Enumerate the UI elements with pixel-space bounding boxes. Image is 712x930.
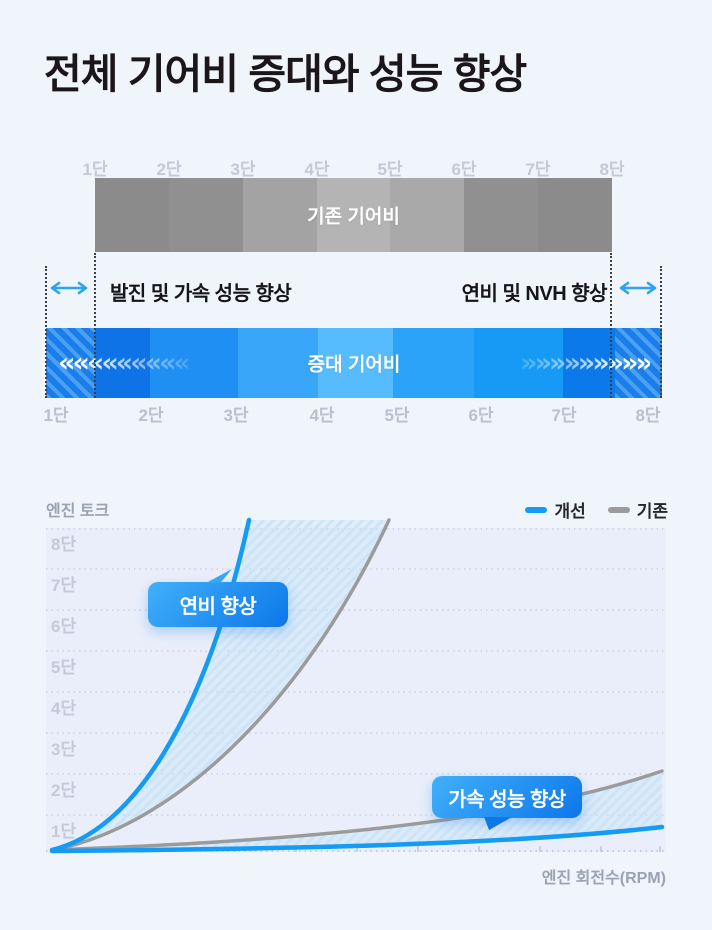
blue-bar-hatch-right [615, 328, 662, 398]
existing-gear-ratio-bar: 기존 기어비 [95, 178, 613, 252]
improved-high-gear-curve [49, 824, 665, 854]
x-axis-title: 엔진 회전수(RPM) [541, 870, 666, 887]
guide-line-outer-right [660, 266, 662, 398]
existing-high-gear-curve [50, 769, 664, 852]
guide-line-inner-left [94, 253, 96, 398]
page-title: 전체 기어비 증대와 성능 향상 [44, 51, 527, 97]
fuel-economy-badge: 연비 향상 [148, 569, 288, 627]
gray-bar-segment [390, 178, 465, 252]
gear-label-increased-7: 7단 [551, 406, 577, 425]
gear-label-increased-8: 8단 [635, 406, 661, 425]
high-gear-improvement-hatch [52, 771, 662, 851]
ytick-1: 1단 [51, 822, 76, 841]
gear-label-existing-2: 2단 [156, 160, 182, 179]
existing-gear-ratio-label: 기존 기어비 [307, 206, 400, 228]
legend-item-improved: 개선 [525, 497, 586, 522]
blue-bar-hatch-left [46, 328, 95, 398]
gear-label-increased-4: 4단 [309, 406, 335, 425]
extension-arrow-left [48, 281, 90, 295]
ytick-2: 2단 [51, 781, 76, 800]
increased-gear-ratio-bar: ««««««««« »»»»»»»»» 증대 기어비 [46, 328, 662, 398]
y-axis-title: 엔진 토크 [46, 503, 110, 520]
ytick-5: 5단 [51, 658, 76, 677]
blue-bar-segment [563, 328, 615, 398]
guide-line-outer-left [45, 266, 47, 398]
gear-label-existing-7: 7단 [525, 160, 551, 179]
chevrons-left-icon: ««««««««« [58, 347, 191, 379]
blue-bar-segment [95, 328, 150, 398]
ytick-8: 8단 [51, 535, 76, 554]
gear-label-increased-6: 6단 [468, 406, 494, 425]
gear-label-existing-1: 1단 [82, 160, 108, 179]
gear-label-increased-3: 3단 [223, 406, 249, 425]
legend-dash-improved-icon [525, 506, 548, 513]
legend-item-existing: 기존 [607, 497, 668, 522]
gear-label-increased-5: 5단 [384, 406, 410, 425]
extension-arrow-right [617, 281, 659, 295]
blue-bar-segment [474, 328, 563, 398]
gear-label-increased-1: 1단 [43, 406, 69, 425]
gear-label-existing-8: 8단 [599, 160, 625, 179]
blue-bar-segment [318, 328, 393, 398]
gear-label-increased-2: 2단 [138, 406, 164, 425]
ytick-4: 4단 [51, 699, 76, 718]
low-gear-improvement-hatch [52, 520, 389, 850]
annotation-fuel-nvh: 연비 및 NVH 향상 [461, 283, 608, 305]
annotation-launch-acceleration: 발진 및 가속 성능 향상 [110, 283, 292, 305]
gear-label-existing-3: 3단 [230, 160, 256, 179]
gray-bar-segment [316, 178, 391, 252]
gear-label-existing-4: 4단 [304, 160, 330, 179]
gray-bar-segment [95, 178, 169, 252]
existing-low-gear-curve [50, 518, 391, 852]
acceleration-badge: 가속 성능 향상 [432, 776, 582, 830]
gray-bar-segment [168, 178, 243, 252]
gear-label-existing-5: 5단 [377, 160, 403, 179]
gray-bar-segment [242, 178, 317, 252]
chevrons-right-icon: »»»»»»»»» [520, 347, 653, 379]
blue-bar-segment [238, 328, 318, 398]
ytick-3: 3단 [51, 740, 76, 759]
gray-bar-segment [464, 178, 539, 252]
guide-line-inner-right [610, 253, 612, 398]
ytick-7: 7단 [51, 576, 76, 595]
blue-bar-segment [150, 328, 238, 398]
blue-bar-segment [393, 328, 474, 398]
gear-label-existing-6: 6단 [451, 160, 477, 179]
increased-gear-ratio-label: 증대 기어비 [307, 354, 401, 376]
ytick-6: 6단 [51, 617, 76, 636]
chart-legend: 개선 기존 [525, 497, 668, 522]
gray-bar-segment [538, 178, 613, 252]
legend-dash-existing-icon [607, 506, 630, 513]
